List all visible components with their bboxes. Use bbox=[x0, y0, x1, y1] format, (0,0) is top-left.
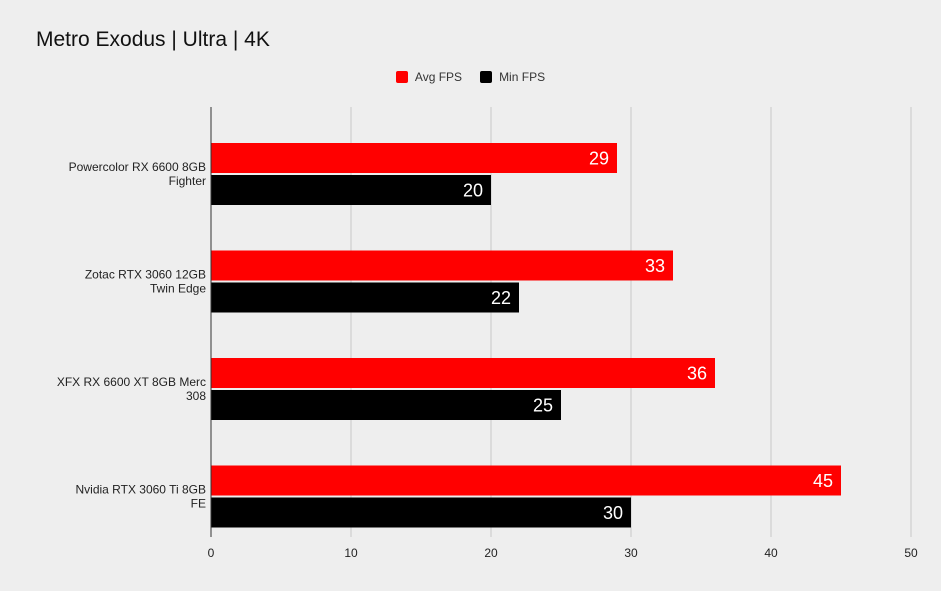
data-label: 33 bbox=[645, 256, 665, 276]
x-tick-label: 50 bbox=[904, 546, 918, 560]
bar bbox=[211, 390, 561, 420]
data-label: 22 bbox=[491, 288, 511, 308]
data-label: 20 bbox=[463, 181, 483, 201]
category-label: Powercolor RX 6600 8GB bbox=[69, 160, 206, 174]
bar bbox=[211, 250, 673, 281]
legend-swatch-avg bbox=[395, 71, 408, 83]
x-tick-label: 40 bbox=[764, 546, 778, 560]
bar bbox=[211, 143, 617, 173]
data-label: 45 bbox=[813, 471, 833, 491]
category-label: 308 bbox=[186, 389, 206, 403]
data-label: 29 bbox=[589, 149, 609, 169]
bar bbox=[211, 465, 841, 496]
legend-item-avg: Avg FPS bbox=[395, 70, 463, 84]
data-label: 36 bbox=[687, 364, 707, 384]
category-label: Fighter bbox=[169, 174, 206, 188]
x-tick-label: 10 bbox=[344, 546, 358, 560]
chart-title: Metro Exodus | Ultra | 4K bbox=[36, 28, 270, 51]
category-label: Twin Edge bbox=[150, 282, 206, 296]
bar bbox=[211, 282, 519, 313]
legend-label-avg: Avg FPS bbox=[414, 70, 463, 84]
bar bbox=[211, 358, 715, 388]
legend-label-min: Min FPS bbox=[499, 70, 546, 84]
category-label: Nvidia RTX 3060 Ti 8GB bbox=[75, 483, 206, 497]
category-label: FE bbox=[191, 497, 206, 511]
category-label: Zotac RTX 3060 12GB bbox=[85, 268, 206, 282]
legend-item-min: Min FPS bbox=[480, 70, 545, 84]
bar bbox=[211, 175, 491, 205]
category-label: XFX RX 6600 XT 8GB Merc bbox=[57, 375, 206, 389]
legend: Avg FPS Min FPS bbox=[0, 70, 941, 84]
x-tick-label: 0 bbox=[208, 546, 215, 560]
legend-swatch-min bbox=[480, 71, 493, 83]
x-tick-label: 20 bbox=[484, 546, 498, 560]
data-label: 30 bbox=[603, 503, 623, 523]
bar bbox=[211, 497, 631, 528]
x-tick-label: 30 bbox=[624, 546, 638, 560]
data-label: 25 bbox=[533, 396, 553, 416]
